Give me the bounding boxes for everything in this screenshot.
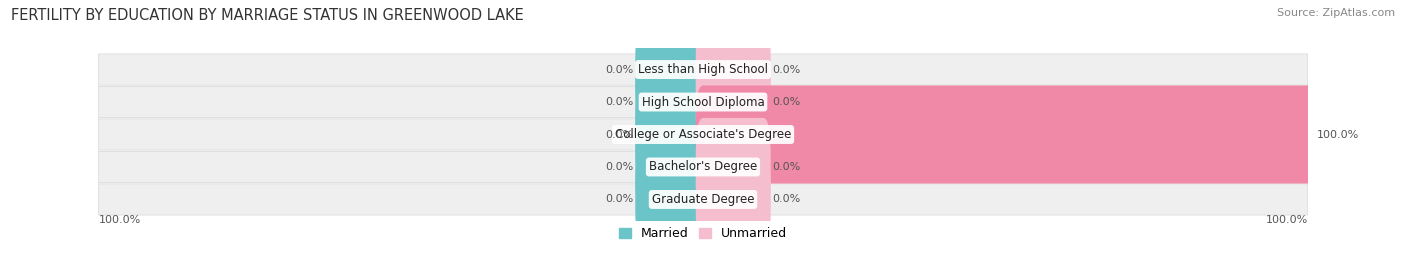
FancyBboxPatch shape xyxy=(636,86,710,183)
Text: High School Diploma: High School Diploma xyxy=(641,95,765,108)
FancyBboxPatch shape xyxy=(696,20,770,119)
Text: 0.0%: 0.0% xyxy=(605,97,634,107)
FancyBboxPatch shape xyxy=(98,86,1308,118)
FancyBboxPatch shape xyxy=(696,118,770,216)
Legend: Married, Unmarried: Married, Unmarried xyxy=(613,222,793,245)
Text: 0.0%: 0.0% xyxy=(605,65,634,75)
FancyBboxPatch shape xyxy=(636,53,710,151)
FancyBboxPatch shape xyxy=(636,118,710,216)
FancyBboxPatch shape xyxy=(696,86,1315,183)
FancyBboxPatch shape xyxy=(98,119,1308,150)
Text: College or Associate's Degree: College or Associate's Degree xyxy=(614,128,792,141)
FancyBboxPatch shape xyxy=(636,20,710,119)
Text: 0.0%: 0.0% xyxy=(772,97,801,107)
FancyBboxPatch shape xyxy=(98,151,1308,183)
Text: 0.0%: 0.0% xyxy=(772,162,801,172)
FancyBboxPatch shape xyxy=(98,184,1308,215)
FancyBboxPatch shape xyxy=(636,150,710,249)
Text: 0.0%: 0.0% xyxy=(605,162,634,172)
FancyBboxPatch shape xyxy=(696,150,770,249)
Text: Graduate Degree: Graduate Degree xyxy=(652,193,754,206)
Text: 100.0%: 100.0% xyxy=(1265,215,1308,225)
Text: Less than High School: Less than High School xyxy=(638,63,768,76)
Text: FERTILITY BY EDUCATION BY MARRIAGE STATUS IN GREENWOOD LAKE: FERTILITY BY EDUCATION BY MARRIAGE STATU… xyxy=(11,8,524,23)
Text: 0.0%: 0.0% xyxy=(772,194,801,204)
Text: 0.0%: 0.0% xyxy=(772,65,801,75)
Text: 0.0%: 0.0% xyxy=(605,129,634,140)
FancyBboxPatch shape xyxy=(696,53,770,151)
Text: 0.0%: 0.0% xyxy=(605,194,634,204)
Text: Source: ZipAtlas.com: Source: ZipAtlas.com xyxy=(1277,8,1395,18)
Text: Bachelor's Degree: Bachelor's Degree xyxy=(650,161,756,174)
Text: 100.0%: 100.0% xyxy=(1316,129,1358,140)
Text: 100.0%: 100.0% xyxy=(98,215,141,225)
FancyBboxPatch shape xyxy=(98,54,1308,85)
